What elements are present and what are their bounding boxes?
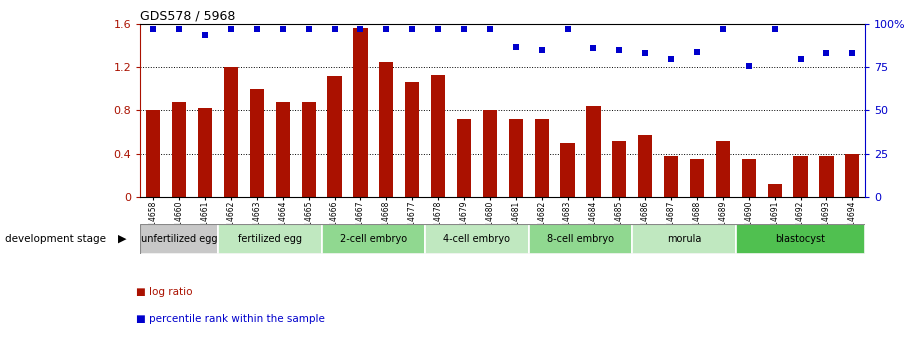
Point: [146, 27, 160, 32]
Bar: [529, 224, 632, 254]
Bar: [172, 102, 187, 197]
Bar: [664, 156, 679, 197]
Point: [664, 56, 679, 61]
Bar: [586, 106, 601, 197]
Bar: [431, 75, 445, 197]
Bar: [322, 224, 425, 254]
Bar: [638, 135, 652, 197]
Bar: [736, 224, 865, 254]
Text: unfertilized egg: unfertilized egg: [141, 234, 217, 244]
Text: morula: morula: [667, 234, 701, 244]
Point: [405, 27, 419, 32]
Point: [612, 47, 627, 53]
Bar: [612, 141, 626, 197]
Point: [767, 27, 782, 32]
Point: [638, 51, 652, 56]
Text: blastocyst: blastocyst: [776, 234, 825, 244]
Bar: [140, 224, 218, 254]
Point: [586, 46, 601, 51]
Bar: [380, 62, 393, 197]
Point: [250, 27, 265, 32]
Bar: [535, 119, 549, 197]
Bar: [353, 29, 368, 197]
Text: GDS578 / 5968: GDS578 / 5968: [140, 10, 236, 23]
Point: [431, 27, 446, 32]
Bar: [275, 102, 290, 197]
Bar: [218, 224, 322, 254]
Bar: [716, 141, 730, 197]
Point: [302, 27, 316, 32]
Point: [483, 27, 497, 32]
Point: [845, 51, 860, 56]
Point: [457, 27, 471, 32]
Text: 8-cell embryo: 8-cell embryo: [547, 234, 614, 244]
Bar: [845, 154, 860, 197]
Text: ■ log ratio: ■ log ratio: [136, 287, 192, 296]
Bar: [198, 108, 212, 197]
Point: [508, 44, 523, 49]
Text: development stage: development stage: [5, 234, 105, 244]
Bar: [508, 119, 523, 197]
Point: [535, 47, 549, 53]
Bar: [405, 82, 419, 197]
Point: [689, 49, 704, 55]
Bar: [794, 156, 807, 197]
Bar: [742, 159, 756, 197]
Bar: [302, 102, 316, 197]
Point: [379, 27, 393, 32]
Point: [794, 56, 808, 61]
Text: 2-cell embryo: 2-cell embryo: [340, 234, 407, 244]
Point: [198, 32, 212, 37]
Bar: [224, 67, 238, 197]
Point: [741, 63, 756, 68]
Bar: [819, 156, 834, 197]
Point: [819, 51, 834, 56]
Point: [353, 27, 368, 32]
Point: [172, 27, 187, 32]
Bar: [483, 110, 497, 197]
Bar: [561, 143, 574, 197]
Bar: [250, 89, 264, 197]
Bar: [327, 76, 342, 197]
Text: ▶: ▶: [119, 234, 127, 244]
Bar: [632, 224, 736, 254]
Point: [327, 27, 342, 32]
Point: [224, 27, 238, 32]
Text: ■ percentile rank within the sample: ■ percentile rank within the sample: [136, 314, 324, 324]
Bar: [146, 110, 160, 197]
Bar: [425, 224, 529, 254]
Bar: [767, 184, 782, 197]
Text: 4-cell embryo: 4-cell embryo: [443, 234, 510, 244]
Text: fertilized egg: fertilized egg: [238, 234, 302, 244]
Point: [716, 27, 730, 32]
Bar: [457, 119, 471, 197]
Point: [275, 27, 290, 32]
Point: [560, 27, 574, 32]
Bar: [689, 159, 704, 197]
